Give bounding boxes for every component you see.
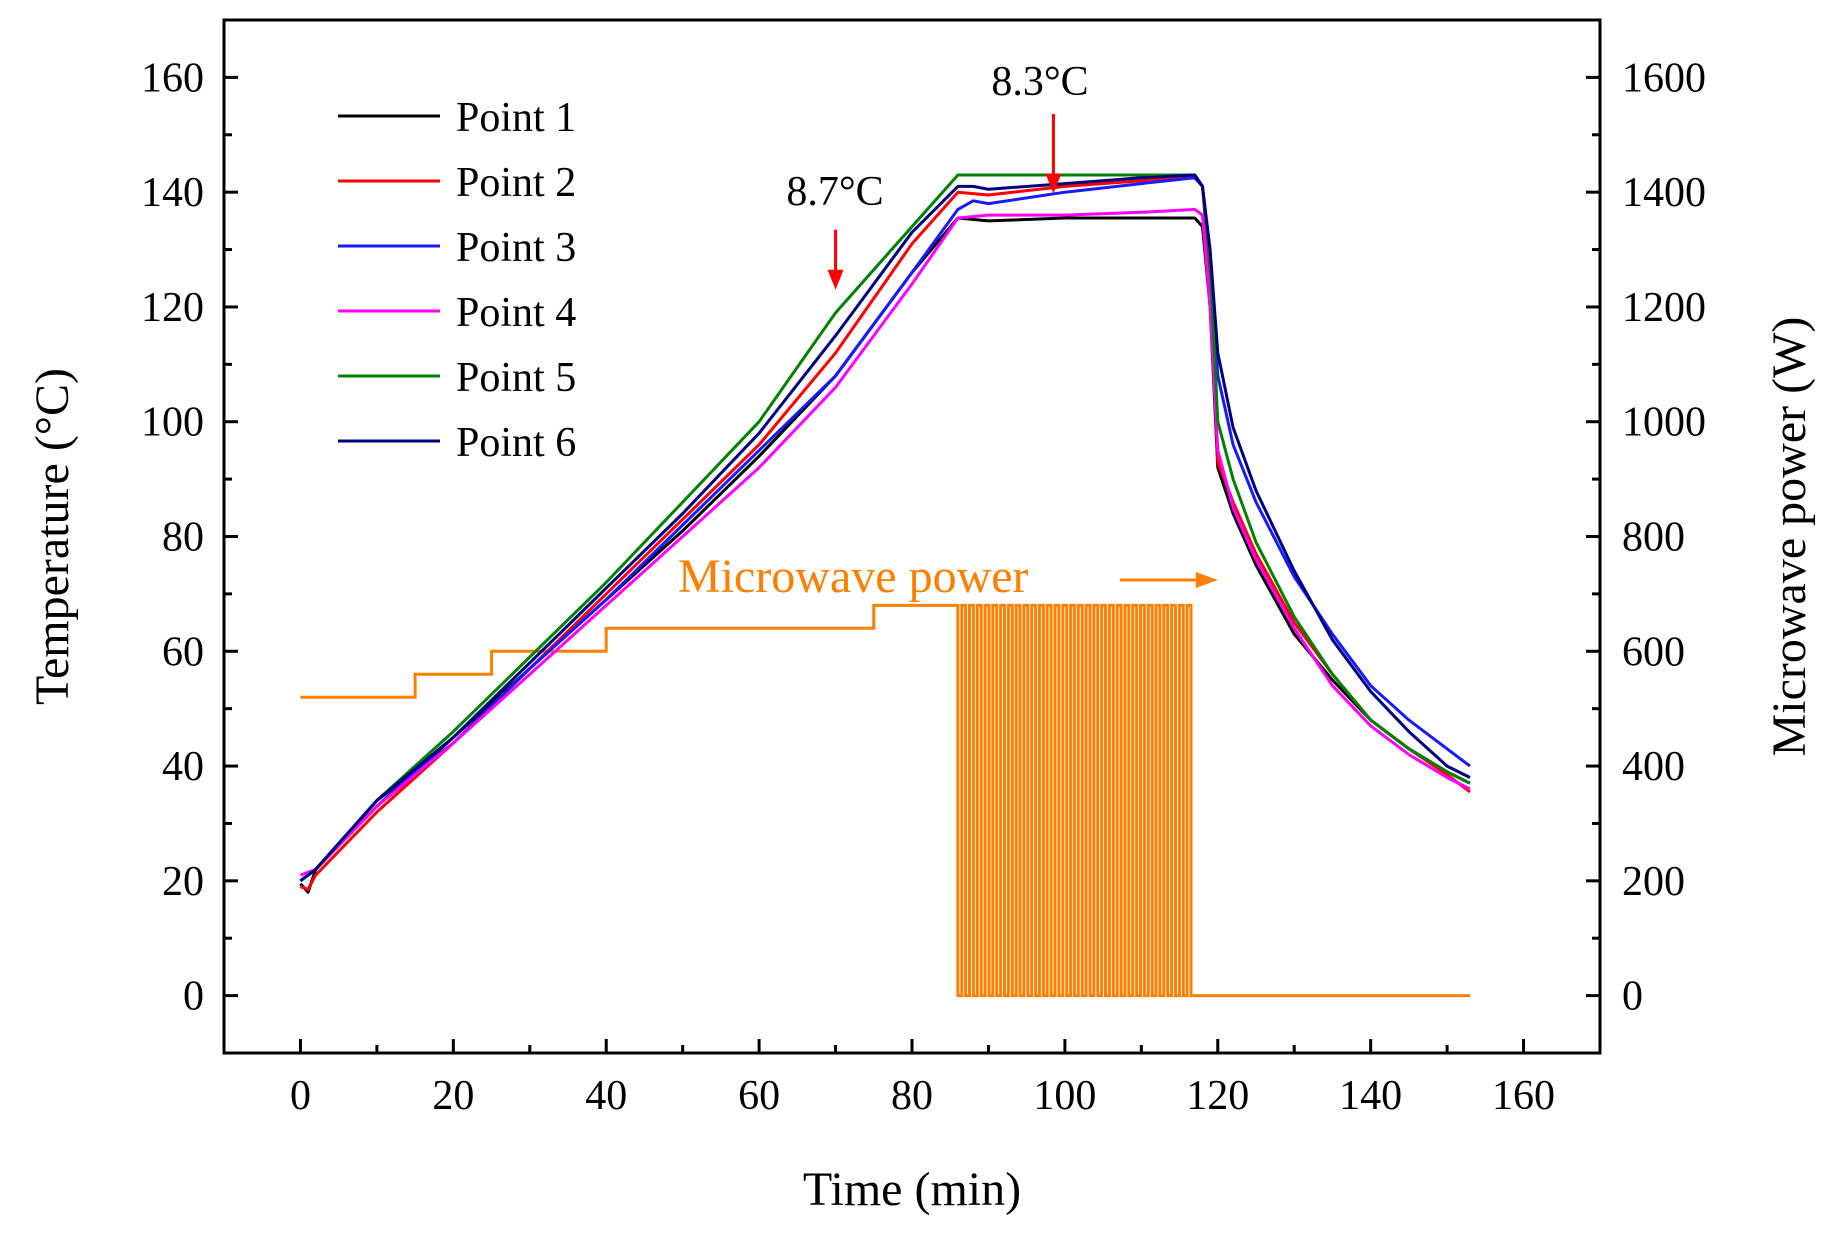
legend-label-point-4: Point 4	[456, 290, 576, 336]
annotation-microwave-power: Microwave power	[678, 550, 1029, 603]
x-tick-label: 20	[432, 1073, 474, 1119]
legend-label-point-6: Point 6	[456, 420, 576, 466]
x-tick-label: 120	[1186, 1073, 1249, 1119]
y-tick-label: 100	[141, 400, 204, 446]
x-tick-label: 100	[1033, 1073, 1096, 1119]
x-axis-title: Time (min)	[803, 1163, 1021, 1216]
power-series-layer	[300, 603, 1470, 998]
y2-tick-label: 200	[1622, 859, 1685, 905]
arrow-8-7-head	[827, 269, 844, 290]
annotation-8-3: 8.3°C	[991, 59, 1088, 105]
legend: Point 1 Point 2 Point 3 Point 4 Point 5 Point…	[338, 95, 576, 466]
x-tick-label: 60	[738, 1073, 780, 1119]
axis-ticks	[224, 75, 1600, 1053]
legend-label-point-1: Point 1	[456, 95, 576, 141]
y-tick-label: 80	[162, 515, 204, 561]
y2-tick-label: 600	[1622, 629, 1685, 675]
legend-label-point-2: Point 2	[456, 160, 576, 206]
y2-tick-label: 400	[1622, 744, 1685, 790]
series-line-point-4	[299, 207, 1471, 877]
y2-tick-label: 1400	[1622, 170, 1706, 216]
axis-tick-labels: 0 20 40 60 80 100 120 140 1600204060801001201401…	[141, 55, 1706, 1119]
y-tick-label: 120	[141, 285, 204, 331]
y-tick-label: 140	[141, 170, 204, 216]
y2-tick-label: 800	[1622, 515, 1685, 561]
series-line-point-5	[299, 173, 1471, 883]
arrow-8-3-head	[1045, 173, 1062, 194]
y-tick-label: 20	[162, 859, 204, 905]
y-tick-label: 40	[162, 744, 204, 790]
y-tick-label: 160	[141, 55, 204, 101]
y-tick-label: 60	[162, 629, 204, 675]
y2-tick-label: 1000	[1622, 400, 1706, 446]
x-tick-label: 160	[1492, 1073, 1555, 1119]
series-line-point-6	[299, 173, 1471, 883]
x-tick-label: 40	[585, 1073, 627, 1119]
series-line-point-2	[299, 176, 1471, 891]
power-arrow-head	[1195, 572, 1218, 588]
y-tick-label: 0	[183, 974, 204, 1020]
temperature-series-layer	[299, 173, 1471, 894]
y-axis-title: Temperature (°C)	[26, 368, 79, 705]
x-tick-label: 140	[1339, 1073, 1402, 1119]
annotation-8-7: 8.7°C	[786, 169, 883, 215]
x-tick-label: 80	[891, 1073, 933, 1119]
legend-label-point-5: Point 5	[456, 355, 576, 401]
legend-label-point-3: Point 3	[456, 225, 576, 271]
plot-frame	[222, 18, 1602, 1055]
y2-axis-title: Microwave power (W)	[1763, 317, 1816, 757]
x-tick-label: 0	[290, 1073, 311, 1119]
y2-tick-label: 1200	[1622, 285, 1706, 331]
microwave-power-line	[300, 603, 1470, 998]
y2-tick-label: 0	[1622, 974, 1643, 1020]
y2-tick-label: 1600	[1622, 55, 1706, 101]
annotations: 8.7°C 8.3°C Microwave power	[678, 59, 1218, 603]
